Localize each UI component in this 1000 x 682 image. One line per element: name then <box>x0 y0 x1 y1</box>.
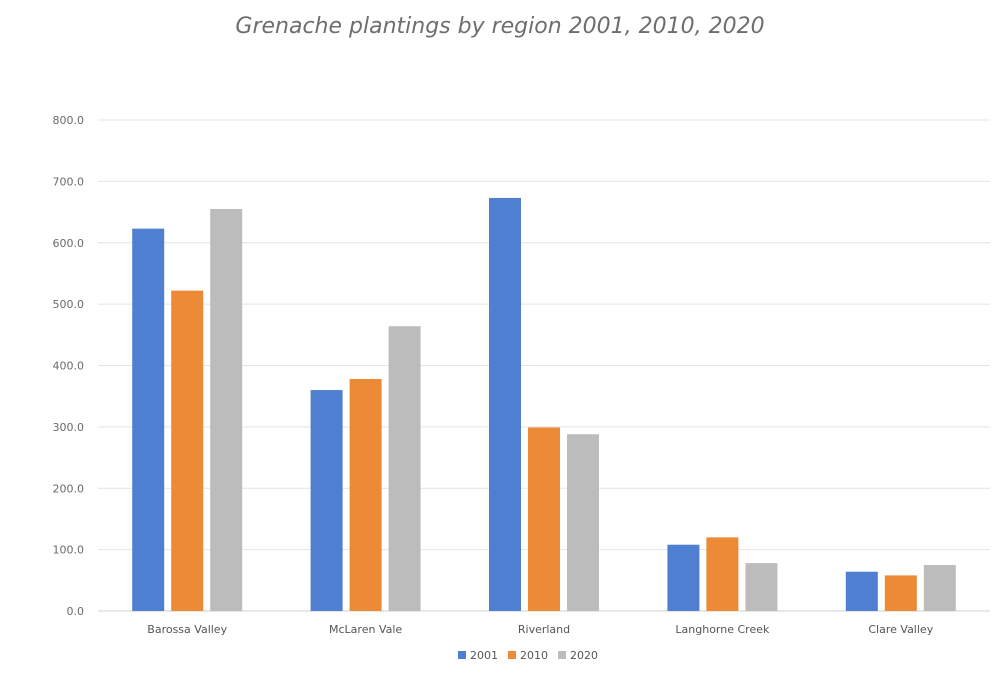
bar-2020-mclaren-vale <box>388 326 421 611</box>
bar-2010-mclaren-vale <box>349 379 382 611</box>
legend-label-2010: 2010 <box>520 649 548 662</box>
legend-swatch-2020 <box>558 651 566 659</box>
bar-2001-mclaren-vale <box>310 390 343 611</box>
x-category-label: Riverland <box>518 623 570 636</box>
x-category-label: McLaren Vale <box>329 623 402 636</box>
y-tick-label: 500.0 <box>53 298 85 311</box>
bar-2001-riverland <box>489 197 521 612</box>
y-tick-label: 700.0 <box>53 175 85 188</box>
y-tick-label: 300.0 <box>53 421 85 434</box>
bar-2020-riverland <box>567 434 599 611</box>
legend-label-2001: 2001 <box>470 649 498 662</box>
y-tick-label: 0.0 <box>67 605 85 618</box>
y-tick-label: 100.0 <box>53 544 85 557</box>
bar-2010-riverland <box>528 427 560 611</box>
bar-2020-barossa-valley <box>210 208 243 611</box>
bar-2020-clare-valley <box>923 564 956 611</box>
x-category-label: Barossa Valley <box>147 623 227 636</box>
x-category-label: Clare Valley <box>868 623 933 636</box>
bar-2020-langhorne-creek <box>745 563 778 611</box>
x-axis-categories: Barossa Valley McLaren Vale Riverland Langh… <box>147 623 933 636</box>
y-axis-ticks: 0.0 100.0 200.0 300.0 400.0 500.0 600.0 700.0 80… <box>53 114 85 618</box>
bar-2001-langhorne-creek <box>667 544 700 611</box>
y-tick-label: 400.0 <box>53 360 85 373</box>
chart-title: Grenache plantings by region 2001, 2010,… <box>235 14 765 39</box>
y-tick-label: 200.0 <box>53 482 85 495</box>
bars <box>132 197 956 612</box>
legend-swatch-2010 <box>508 651 516 659</box>
bar-2010-langhorne-creek <box>706 537 739 611</box>
bar-2010-barossa-valley <box>171 290 204 611</box>
legend: 2001 2010 2020 <box>458 649 598 662</box>
bar-2001-clare-valley <box>845 571 878 611</box>
y-tick-label: 800.0 <box>53 114 85 127</box>
x-category-label: Langhorne Creek <box>675 623 770 636</box>
y-tick-label: 600.0 <box>53 237 85 250</box>
bar-2010-clare-valley <box>884 575 917 611</box>
legend-swatch-2001 <box>458 651 466 659</box>
bar-2001-barossa-valley <box>132 228 165 612</box>
legend-label-2020: 2020 <box>570 649 598 662</box>
